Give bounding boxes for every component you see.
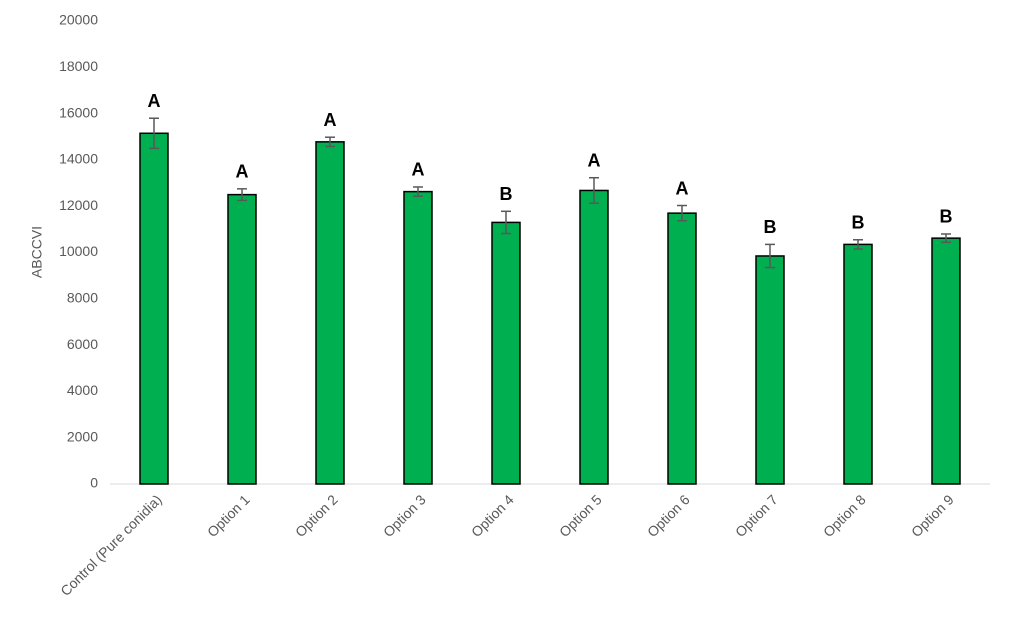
bar	[843, 243, 873, 485]
annotation: A	[588, 150, 601, 170]
x-tick-label: Option 3	[380, 491, 429, 540]
x-tick-label: Option 5	[556, 491, 605, 540]
y-tick-label: 14000	[59, 151, 98, 167]
y-tick-label: 10000	[59, 243, 98, 259]
annotation: B	[852, 213, 865, 233]
x-tick-label: Option 4	[468, 491, 517, 540]
annotation: B	[940, 207, 953, 227]
annotation: B	[500, 184, 513, 204]
error-bar	[765, 243, 775, 269]
annotation: B	[764, 217, 777, 237]
error-bar	[853, 239, 863, 250]
error-bar	[413, 186, 423, 197]
bar	[667, 212, 697, 485]
annotation: A	[676, 178, 689, 198]
y-tick-label: 12000	[59, 197, 98, 213]
annotation: A	[324, 110, 337, 130]
bar	[755, 255, 785, 485]
x-tick-label: Option 6	[644, 491, 693, 540]
y-tick-label: 16000	[59, 104, 98, 120]
y-tick-label: 4000	[67, 382, 98, 398]
error-bar	[501, 210, 511, 235]
y-tick-label: 20000	[59, 12, 98, 28]
bar	[315, 141, 345, 485]
y-tick-label: 0	[90, 475, 98, 491]
y-tick-label: 6000	[67, 336, 98, 352]
bar	[491, 221, 521, 485]
error-bar	[237, 188, 247, 202]
x-tick-label: Option 2	[292, 491, 341, 540]
annotation: A	[236, 162, 249, 182]
error-bar	[677, 204, 687, 222]
annotation: A	[412, 160, 425, 180]
bar	[579, 189, 609, 485]
bar	[139, 132, 169, 485]
bar	[227, 193, 257, 485]
x-tick-label: Option 7	[732, 491, 781, 540]
x-tick-label: Option 9	[908, 491, 957, 540]
x-tick-label: Control (Pure conidia)	[57, 491, 165, 599]
y-tick-label: 2000	[67, 428, 98, 444]
error-bar	[589, 176, 599, 204]
error-bar	[941, 233, 951, 244]
x-tick-label: Option 1	[204, 491, 253, 540]
y-tick-label: 18000	[59, 58, 98, 74]
error-bar	[149, 117, 159, 150]
error-bar	[325, 136, 335, 148]
bar	[931, 237, 961, 485]
y-tick-label: 8000	[67, 290, 98, 306]
bar	[403, 190, 433, 485]
y-axis-title: ABCCVI	[29, 226, 45, 278]
annotation: A	[148, 91, 161, 111]
x-tick-label: Option 8	[820, 491, 869, 540]
